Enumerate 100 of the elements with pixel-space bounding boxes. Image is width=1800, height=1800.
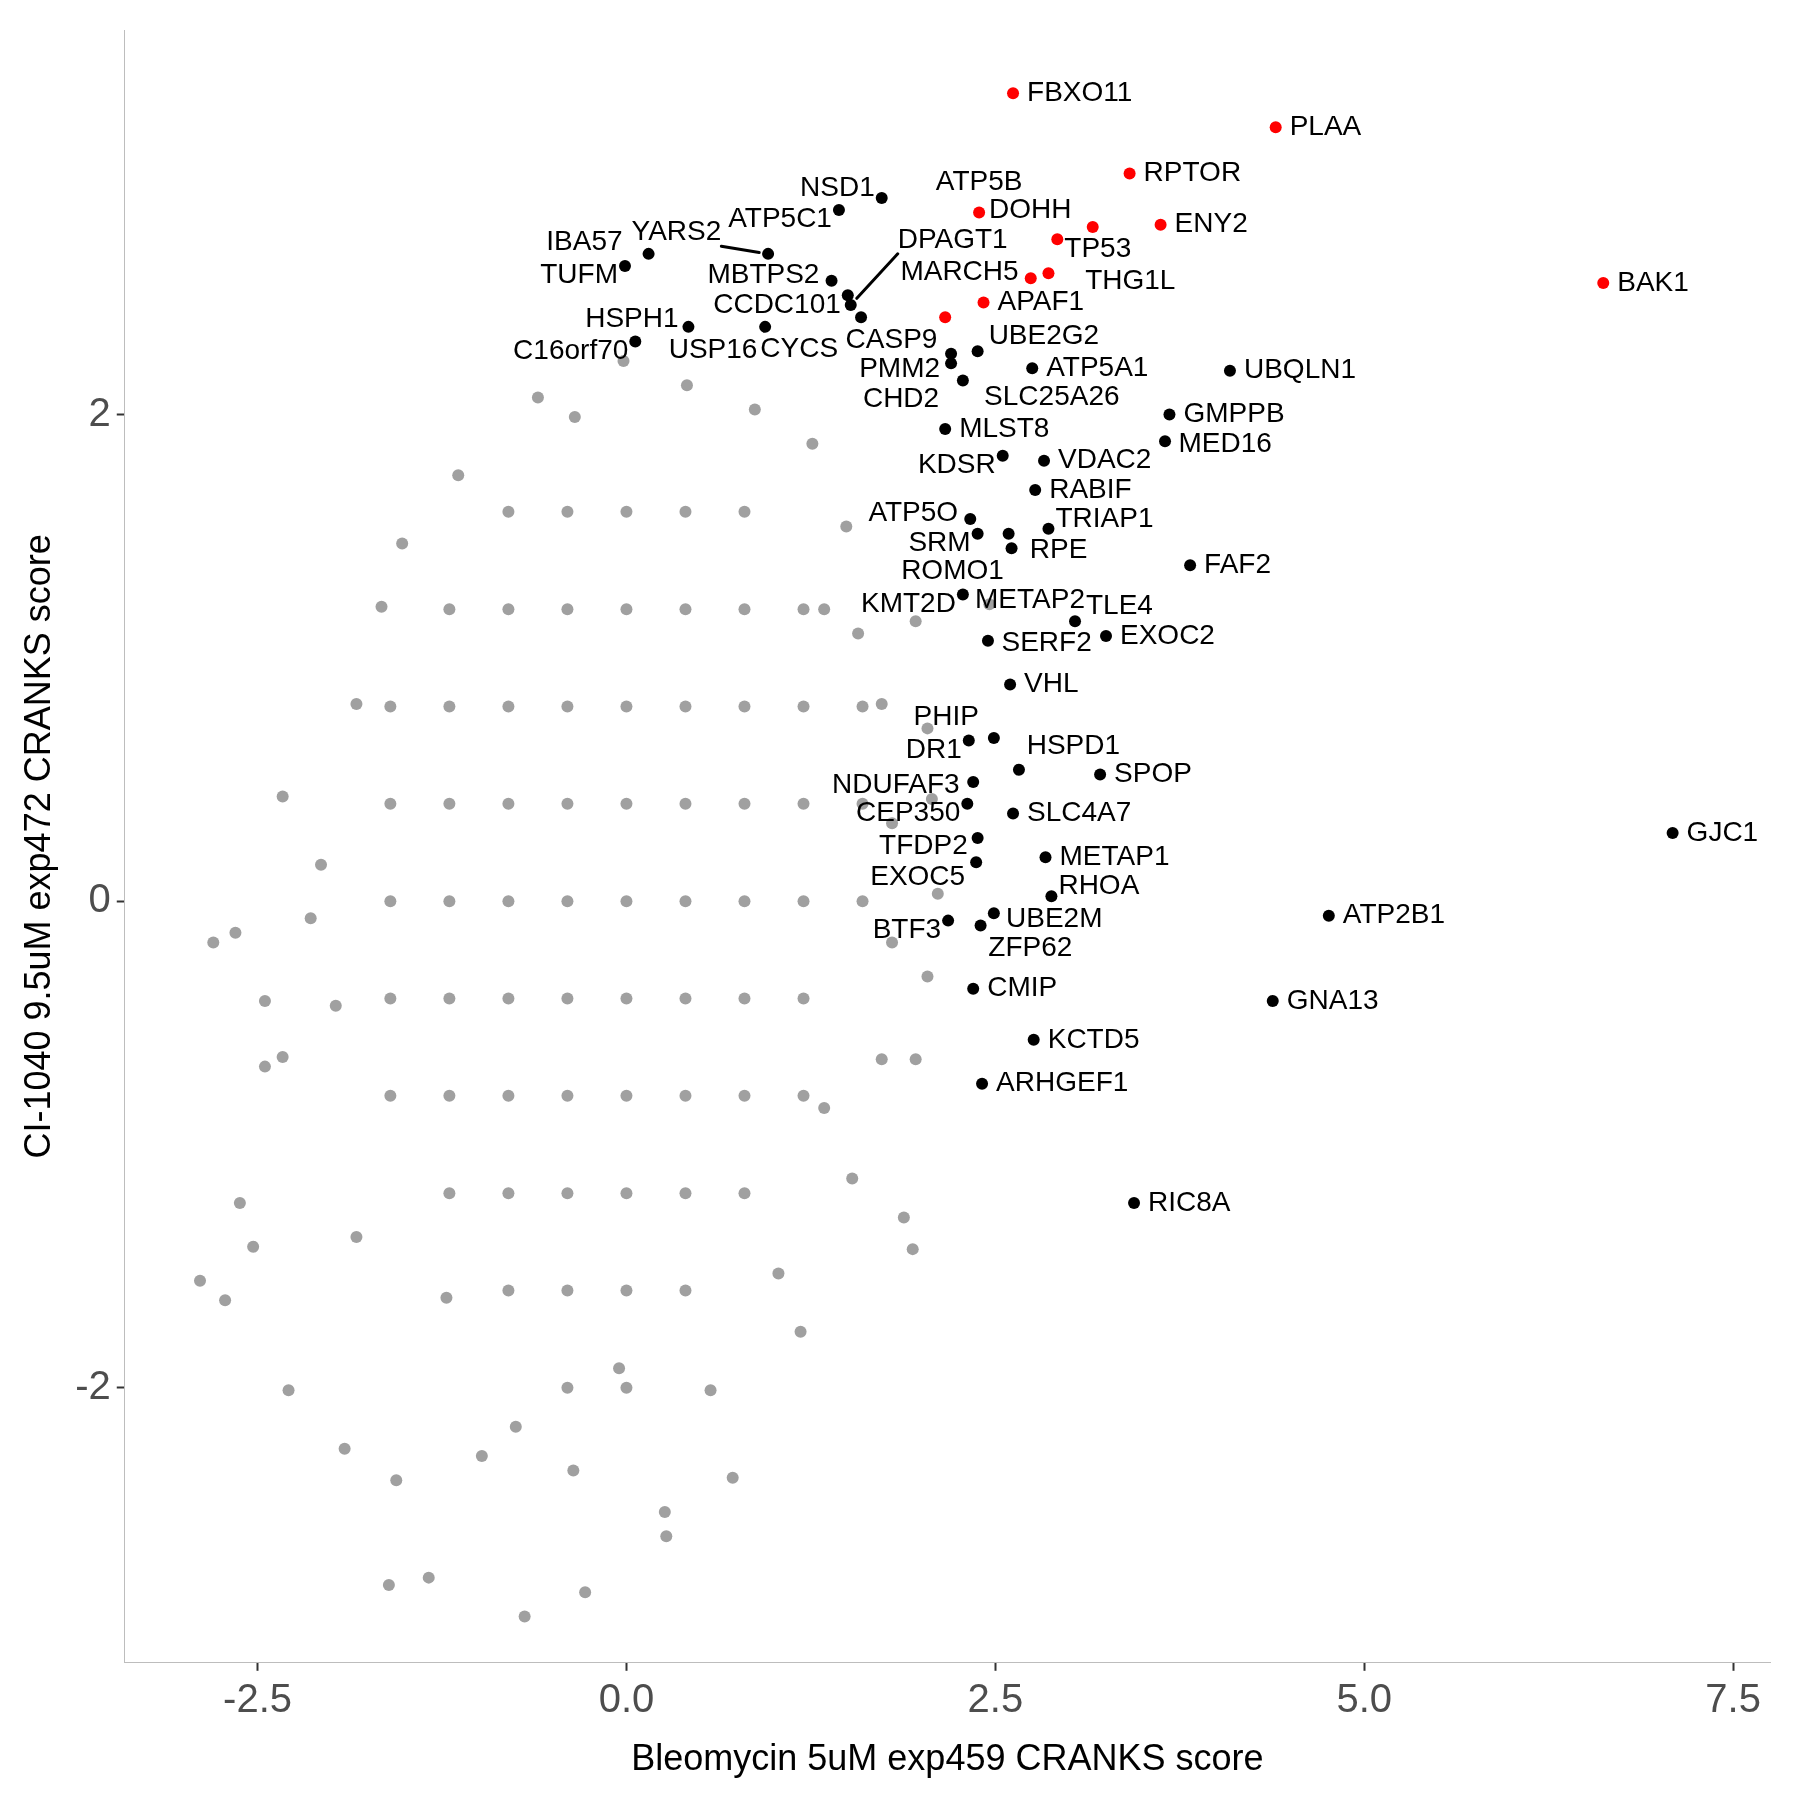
point	[618, 260, 631, 273]
point	[1038, 454, 1051, 467]
point	[971, 831, 984, 844]
point	[1012, 763, 1025, 776]
annotation: KDSR	[917, 448, 996, 480]
point	[629, 335, 642, 348]
point	[967, 982, 980, 995]
point	[956, 374, 969, 387]
point	[1154, 218, 1167, 231]
annotation: METAP1	[1059, 840, 1170, 872]
point	[1007, 807, 1020, 820]
point	[1266, 994, 1279, 1007]
x-tick-label: -2.5	[223, 1675, 293, 1720]
point	[844, 298, 857, 311]
y-tick-label: 0	[88, 876, 111, 921]
annotation: FAF2	[1204, 548, 1272, 580]
point	[939, 423, 952, 436]
point	[1029, 483, 1042, 496]
point	[1042, 267, 1055, 280]
y-tick-label: -2	[75, 1362, 111, 1407]
point	[1094, 768, 1107, 781]
annotation: MARCH5	[900, 255, 1019, 287]
point	[759, 320, 772, 333]
point	[976, 1077, 989, 1090]
annotation: PLAA	[1289, 110, 1362, 142]
annotation: EXOC5	[870, 860, 966, 892]
annotation: FBXO11	[1027, 75, 1133, 107]
annotation: ATP5O	[868, 496, 959, 528]
point	[682, 320, 695, 333]
point	[1051, 233, 1064, 246]
point	[825, 274, 838, 287]
annotation: MBTPS2	[707, 257, 820, 289]
x-tick-label: 7.5	[1705, 1675, 1761, 1720]
annotation: RPTOR	[1143, 156, 1242, 188]
point	[1002, 527, 1015, 540]
annotation: APAF1	[997, 285, 1085, 317]
point	[832, 204, 845, 217]
point	[942, 914, 955, 927]
annotation: PHIP	[913, 700, 979, 732]
annotation: SLC4A7	[1027, 796, 1132, 828]
x-tick-label: 5.0	[1336, 1675, 1393, 1720]
annotation: HSPH1	[585, 301, 679, 333]
point	[1597, 277, 1610, 290]
annotation: UBE2M	[1005, 901, 1103, 933]
point	[855, 311, 868, 324]
annotation: SERF2	[1001, 626, 1092, 658]
point	[1026, 362, 1039, 375]
annotation: TP53	[1064, 231, 1132, 263]
annotation: KMT2D	[860, 586, 956, 618]
point	[967, 775, 980, 788]
point	[956, 588, 969, 601]
annotation: MED16	[1178, 426, 1272, 458]
annotation: ENY2	[1174, 207, 1248, 239]
point	[1184, 559, 1197, 572]
annotation: TRIAP1	[1055, 501, 1154, 533]
annotation: GMPPB	[1183, 397, 1285, 429]
annotation: ATP5A1	[1046, 350, 1149, 382]
point	[1086, 221, 1099, 234]
annotation: IBA57	[546, 224, 623, 256]
annotation: KCTD5	[1047, 1022, 1140, 1054]
point	[961, 797, 974, 810]
annotation: RPE	[1029, 533, 1088, 565]
annotation: GJC1	[1686, 815, 1759, 847]
annotation: DPAGT1	[897, 222, 1008, 254]
point	[974, 919, 987, 932]
point	[971, 527, 984, 540]
x-tick-label: 0.0	[598, 1675, 655, 1720]
point	[1024, 272, 1037, 285]
annotation: DR1	[905, 732, 962, 764]
x-tick-label: 2.5	[967, 1675, 1024, 1720]
point	[971, 345, 984, 358]
point	[1004, 678, 1017, 691]
point	[962, 734, 975, 747]
point	[1007, 87, 1020, 100]
point	[841, 289, 854, 302]
point	[1045, 890, 1058, 903]
annotation: EXOC2	[1120, 618, 1215, 650]
point	[875, 191, 888, 204]
point	[987, 732, 1000, 745]
annotation: RIC8A	[1148, 1185, 1231, 1217]
point	[1128, 1196, 1141, 1209]
y-tick-label: 2	[88, 389, 111, 434]
point	[642, 247, 655, 260]
point	[1042, 522, 1055, 535]
annotation: UBE2G2	[988, 318, 1100, 350]
point	[964, 513, 977, 526]
point	[1666, 827, 1679, 840]
annotation: VDAC2	[1058, 443, 1152, 475]
annotation: NSD1	[800, 170, 875, 202]
annotation: YARS2	[631, 214, 722, 246]
annotation: NDUFAF3	[832, 767, 960, 799]
point	[970, 856, 983, 869]
annotation: CEP350	[856, 796, 961, 828]
point	[1159, 435, 1172, 448]
annotation: ARHGEF1	[996, 1066, 1129, 1098]
annotation: GNA13	[1286, 983, 1379, 1015]
annotation: THG1L	[1085, 263, 1176, 295]
annotation: ZFP62	[988, 931, 1073, 963]
point	[987, 907, 1000, 920]
x-axis-title: Bleomycin 5uM exp459 CRANKS score	[631, 1737, 1264, 1779]
